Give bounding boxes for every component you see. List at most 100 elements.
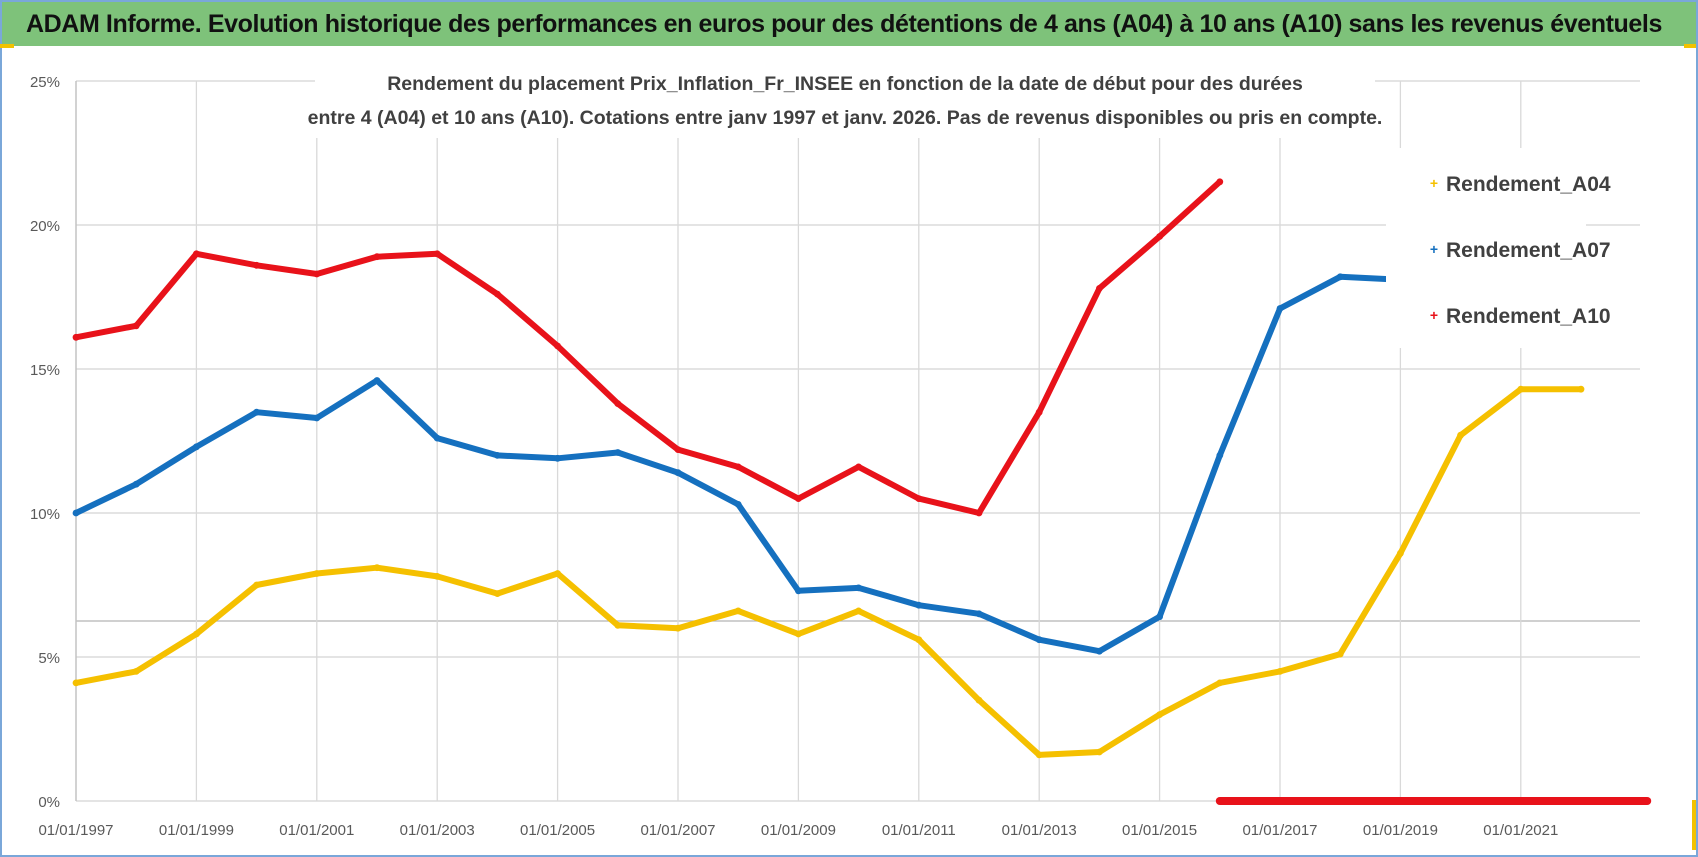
data-point-Rendement_A10 (253, 261, 260, 269)
x-tick-label: 01/01/2007 (640, 822, 715, 839)
data-point-Rendement_A04 (734, 607, 742, 615)
data-point-Rendement_A07 (1216, 452, 1224, 459)
chart-title-box: Rendement du placement Prix_Inflation_Fr… (308, 60, 1383, 138)
data-point-Rendement_A10 (373, 253, 381, 261)
series-layer (72, 178, 1652, 805)
data-point-Rendement_A07 (915, 601, 923, 609)
data-point-Rendement_A10 (975, 509, 983, 517)
data-point-Rendement_A07 (674, 469, 682, 477)
data-point-Rendement_A10 (132, 322, 140, 330)
data-point-Rendement_A07 (373, 377, 381, 384)
data-point-Rendement_A10 (72, 333, 80, 341)
data-point-Rendement_A10 (1216, 178, 1224, 186)
data-point-Rendement_A10 (1035, 408, 1043, 416)
data-point-Rendement_A10 (193, 250, 200, 258)
data-point-Rendement_A07 (1156, 613, 1163, 621)
data-point-Rendement_A04 (674, 624, 682, 632)
data-point-Rendement_A04 (132, 668, 140, 675)
data-point-Rendement_A10 (1156, 233, 1163, 240)
data-point-Rendement_A07 (734, 501, 742, 508)
legend-label: Rendement_A07 (1446, 239, 1611, 262)
data-point-Rendement_A04 (313, 570, 321, 577)
x-tick-label: 01/01/1997 (38, 822, 113, 839)
chart-title-line-1: Rendement du placement Prix_Inflation_Fr… (387, 73, 1303, 95)
data-point-Rendement_A07 (1096, 647, 1103, 655)
data-point-Rendement_A04 (975, 696, 983, 704)
data-point-Rendement_A10 (614, 400, 622, 407)
data-point-Rendement_A10 (795, 495, 802, 502)
y-tick-label: 25% (30, 74, 60, 91)
data-point-Rendement_A04 (1577, 385, 1585, 393)
data-point-Rendement_A04 (1517, 385, 1525, 393)
data-point-Rendement_A07 (1276, 305, 1284, 312)
x-tick-label: 01/01/2013 (1002, 822, 1077, 839)
data-point-Rendement_A07 (1336, 273, 1344, 281)
data-point-Rendement_A07 (313, 414, 321, 422)
axis-layer: 0% 5% 10% 15% 20% 25% 01/01/1997 01/01/1999 01/0… (30, 74, 1558, 839)
data-point-Rendement_A04 (253, 581, 260, 589)
data-point-Rendement_A10 (734, 463, 742, 471)
data-point-Rendement_A07 (795, 587, 802, 595)
y-tick-label: 5% (38, 650, 60, 667)
data-point-Rendement_A07 (253, 408, 260, 416)
data-point-Rendement_A04 (614, 621, 622, 629)
legend: + Rendement_A04 + Rendement_A07 + Rendement_A… (1386, 148, 1611, 348)
data-point-Rendement_A04 (1457, 431, 1464, 439)
data-point-Rendement_A07 (554, 454, 561, 462)
x-tick-label: 01/01/2019 (1363, 822, 1438, 839)
legend-marker: + (1430, 241, 1438, 257)
y-tick-label: 20% (30, 218, 60, 235)
data-point-Rendement_A04 (433, 573, 441, 580)
data-point-Rendement_A04 (1276, 668, 1284, 675)
series-line-Rendement_A04 (73, 386, 1584, 758)
data-point-Rendement_A07 (72, 509, 80, 517)
x-tick-label: 01/01/2011 (882, 822, 956, 839)
data-point-Rendement_A10 (433, 250, 441, 258)
data-point-Rendement_A10 (494, 290, 501, 298)
data-point-Rendement_A07 (1035, 636, 1043, 644)
data-point-Rendement_A04 (1216, 679, 1224, 687)
data-point-Rendement_A10 (313, 270, 321, 278)
legend-label: Rendement_A04 (1446, 173, 1611, 196)
data-point-Rendement_A04 (1336, 650, 1344, 658)
data-point-Rendement_A10 (915, 495, 923, 502)
page-title: ADAM Informe. Evolution historique des p… (26, 10, 1662, 38)
corner-mark-bottom-right (1692, 800, 1696, 850)
data-point-Rendement_A07 (132, 480, 140, 488)
data-point-Rendement_A07 (433, 434, 441, 442)
data-point-Rendement_A10 (855, 463, 862, 471)
x-tick-label: 01/01/2003 (400, 822, 475, 839)
data-point-Rendement_A04 (855, 607, 862, 615)
legend-marker: + (1430, 307, 1438, 323)
y-tick-label: 10% (30, 506, 60, 523)
x-tick-label: 01/01/2009 (761, 822, 836, 839)
data-point-Rendement_A04 (494, 590, 501, 597)
x-tick-label: 01/01/1999 (159, 822, 234, 839)
x-tick-label: 01/01/2017 (1242, 822, 1317, 839)
data-point-Rendement_A04 (1397, 549, 1404, 557)
series-line-Rendement_A10 (73, 178, 1223, 516)
data-point-Rendement_A07 (614, 449, 622, 456)
x-tick-label: 01/01/2005 (520, 822, 595, 839)
data-point-Rendement_A04 (1156, 711, 1163, 718)
x-tick-label: 01/01/2021 (1483, 822, 1558, 839)
data-point-Rendement_A04 (193, 630, 200, 638)
data-point-Rendement_A04 (554, 570, 561, 577)
data-point-Rendement_A04 (1035, 751, 1043, 759)
corner-mark-left (0, 44, 14, 48)
data-point-Rendement_A04 (72, 679, 80, 687)
data-point-Rendement_A04 (373, 564, 381, 572)
data-point-Rendement_A10 (554, 342, 561, 350)
data-point-Rendement_A04 (915, 636, 923, 644)
legend-marker: + (1430, 175, 1438, 191)
data-point-Rendement_A10 (1096, 285, 1103, 292)
chart-title-line-2: entre 4 (A04) et 10 ans (A10). Cotations… (308, 107, 1383, 129)
data-point-Rendement_A07 (975, 610, 983, 618)
data-point-Rendement_A04 (795, 630, 802, 638)
data-point-Rendement_A07 (193, 443, 200, 451)
data-point-Rendement_A07 (855, 584, 862, 592)
x-tick-label: 01/01/2001 (279, 822, 354, 839)
y-tick-label: 0% (38, 794, 60, 811)
